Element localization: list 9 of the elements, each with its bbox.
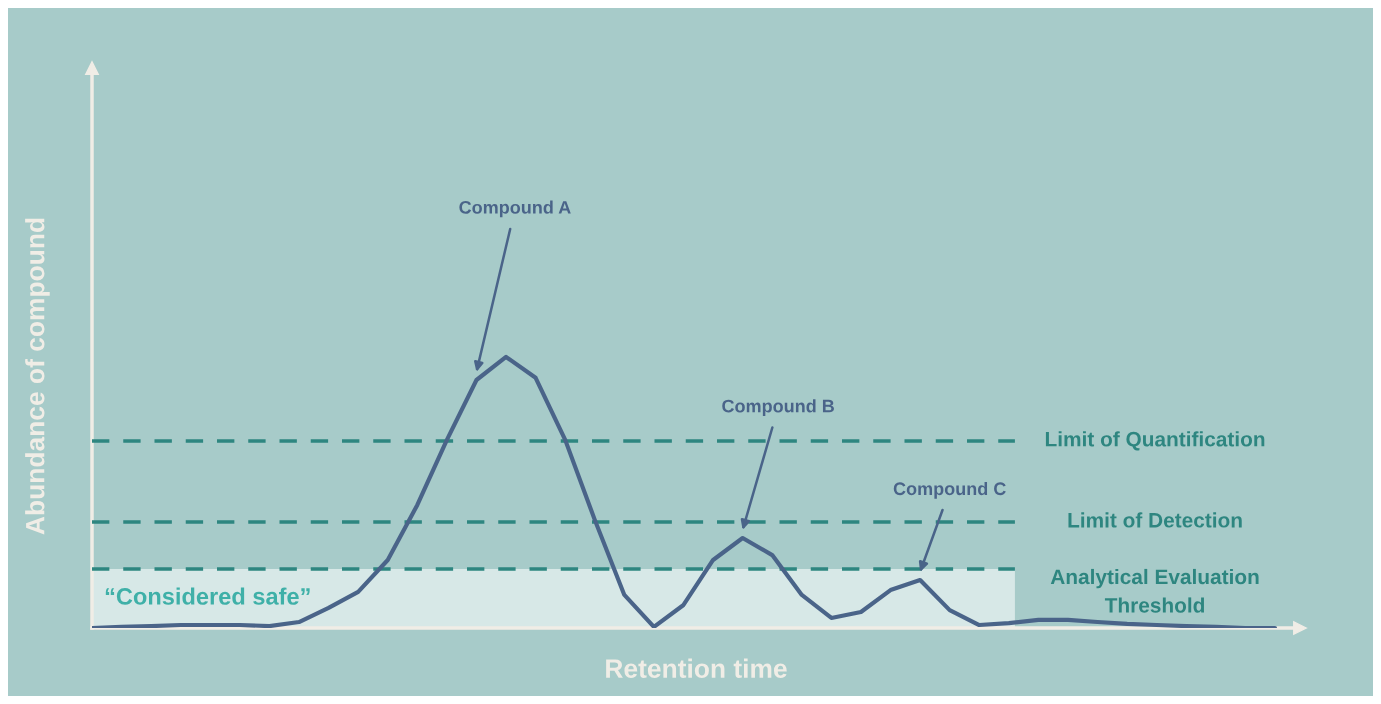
annotation: Compound C [893,481,1006,499]
x-axis-title: Retention time [606,658,787,678]
annotation: Compound B [722,399,834,417]
ref-line-label: Limit of Detection [1068,512,1242,528]
ref-line-label: Limit of Quantification [1045,431,1265,451]
band-label: “Considered safe” [105,587,310,605]
text: Compound A [459,200,571,218]
y-axis-title: Abundance of compound [25,218,50,535]
ref-line-label: Analytical Evaluation Threshold [1050,568,1259,613]
